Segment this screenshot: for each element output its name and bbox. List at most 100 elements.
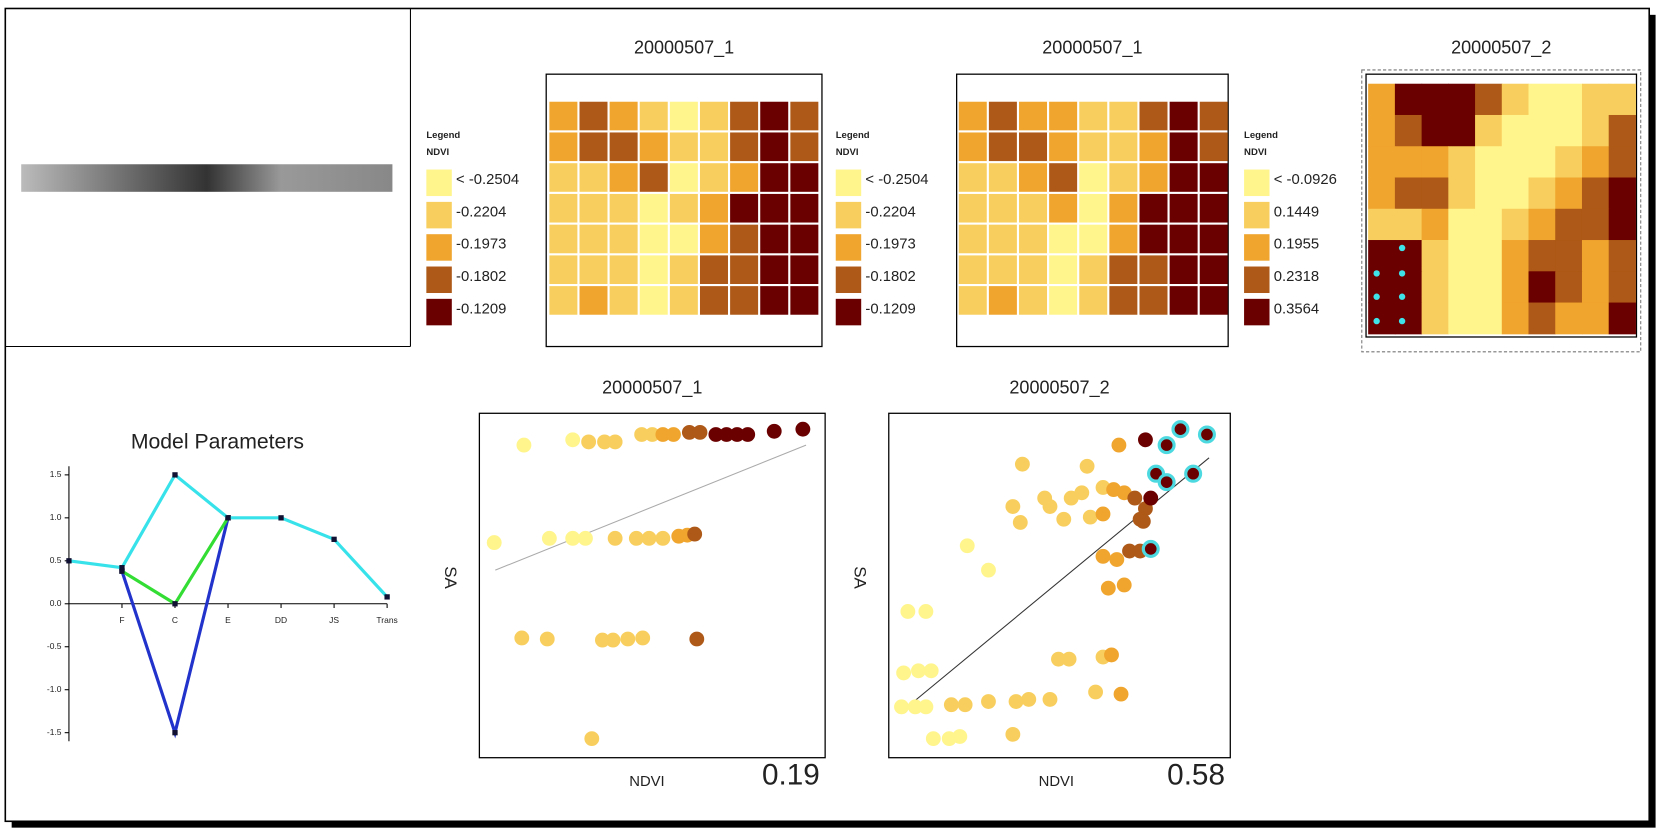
map-cell — [1582, 240, 1609, 272]
point — [693, 425, 708, 440]
point — [1117, 578, 1132, 593]
y-tick-label: 0.5 — [50, 555, 62, 565]
map-cell — [1170, 194, 1198, 223]
map-cell — [760, 163, 788, 192]
map-cell — [1475, 84, 1502, 116]
map-cell — [1475, 271, 1502, 303]
point-marker — [384, 594, 389, 599]
map-cell — [700, 225, 728, 254]
map-cell — [1139, 194, 1167, 223]
map-cell — [1609, 84, 1636, 116]
map-cell — [1200, 255, 1228, 284]
map-title: 20000507_1 — [634, 38, 734, 59]
point — [1186, 466, 1201, 481]
map-cell — [1139, 225, 1167, 254]
map-cell — [1139, 102, 1167, 131]
map-cell — [1475, 115, 1502, 147]
point — [1109, 552, 1124, 567]
map-cell — [760, 225, 788, 254]
map-cell — [1609, 178, 1636, 210]
map-cell — [1502, 271, 1529, 303]
y-tick-label: 1.5 — [50, 469, 62, 479]
point — [1005, 727, 1020, 742]
map-cell — [700, 194, 728, 223]
point — [1127, 491, 1142, 506]
map-cell — [1079, 163, 1107, 192]
legend-swatch — [426, 202, 451, 228]
map-cell — [790, 194, 818, 223]
point — [918, 699, 933, 714]
map-cell — [730, 102, 758, 131]
y-tick-label: -1.0 — [47, 684, 62, 694]
map-cell — [989, 132, 1017, 161]
map-cell — [1529, 271, 1556, 303]
legend-label: -0.2204 — [456, 204, 506, 220]
map-cell — [1200, 194, 1228, 223]
map-cell — [1368, 209, 1395, 241]
legend-label: 0.1449 — [1274, 204, 1319, 220]
point-marker — [119, 565, 124, 570]
map-cell — [1079, 286, 1107, 315]
map-cell — [1139, 255, 1167, 284]
point — [620, 632, 635, 647]
legend-label: 0.2318 — [1274, 269, 1319, 285]
map-cell — [1200, 163, 1228, 192]
annotation: 0.58 — [1167, 759, 1225, 792]
point — [1138, 432, 1153, 447]
legend-label: < -0.0926 — [1274, 172, 1337, 188]
map-cell — [959, 255, 987, 284]
map-cell — [1555, 303, 1582, 335]
map-cell — [700, 163, 728, 192]
map-cell — [1019, 163, 1047, 192]
map-cell — [1170, 225, 1198, 254]
map-cell — [1502, 178, 1529, 210]
map-cell — [1448, 84, 1475, 116]
map-cell — [1609, 303, 1636, 335]
map-cell — [1529, 240, 1556, 272]
map-cell — [549, 163, 577, 192]
map-cell — [1079, 194, 1107, 223]
point — [740, 427, 755, 442]
map-cell — [989, 255, 1017, 284]
map-cell — [989, 286, 1017, 315]
x-axis-label: NDVI — [629, 774, 664, 790]
chart-title: 20000507_1 — [602, 378, 702, 399]
map-cell — [610, 132, 638, 161]
map-cell — [640, 102, 668, 131]
point — [689, 632, 704, 647]
legend-swatch — [836, 170, 861, 196]
map-cell — [549, 194, 577, 223]
map-cell — [580, 225, 608, 254]
legend-label: 0.1955 — [1274, 237, 1319, 253]
legend-label: -0.1973 — [456, 237, 506, 253]
legend-swatch — [1244, 202, 1269, 228]
map-cell — [730, 132, 758, 161]
map-cell — [580, 194, 608, 223]
map-cell — [1502, 115, 1529, 147]
map-cell — [1395, 209, 1422, 241]
map-cell — [1582, 178, 1609, 210]
map-cell — [1529, 303, 1556, 335]
map-cell — [1019, 102, 1047, 131]
map-cell — [1582, 115, 1609, 147]
point — [1043, 499, 1058, 514]
legend-label: < -0.2504 — [456, 172, 519, 188]
point — [1074, 485, 1089, 500]
map-cell — [1502, 303, 1529, 335]
map-cell — [1475, 178, 1502, 210]
map-cell — [730, 163, 758, 192]
map-cell — [1422, 146, 1449, 178]
point — [1043, 692, 1058, 707]
point — [642, 531, 657, 546]
point — [795, 422, 810, 437]
map-cell — [580, 286, 608, 315]
map-cell — [1019, 286, 1047, 315]
point — [894, 699, 909, 714]
map-cell — [1109, 225, 1137, 254]
map-cell — [760, 255, 788, 284]
point — [542, 531, 557, 546]
point — [944, 697, 959, 712]
map-cell — [640, 255, 668, 284]
plot-frame — [889, 413, 1231, 757]
map-cell — [1555, 146, 1582, 178]
